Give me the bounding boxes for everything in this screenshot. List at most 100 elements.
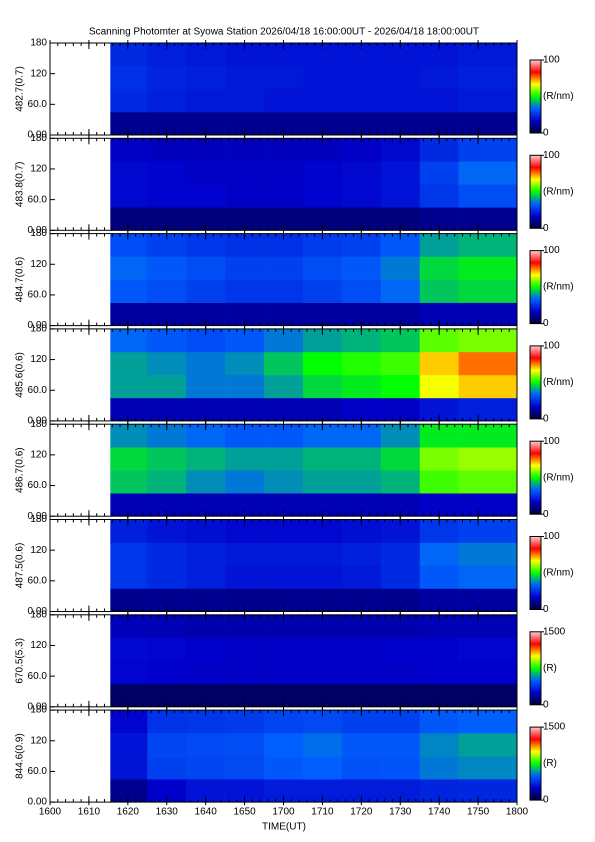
heatmap-cell xyxy=(419,733,459,757)
heatmap-cell xyxy=(341,328,382,353)
heatmap-cell xyxy=(147,424,187,448)
heatmap-cell xyxy=(341,89,382,113)
heatmap-cell xyxy=(458,184,518,208)
heatmap-cell xyxy=(186,256,226,280)
heatmap-cell xyxy=(419,710,459,734)
heatmap-cell xyxy=(186,66,226,90)
heatmap-cell xyxy=(110,89,148,113)
heatmap-cell xyxy=(380,447,421,471)
heatmap-cell xyxy=(419,660,459,685)
heatmap-cell xyxy=(225,89,265,113)
heatmap-cell xyxy=(419,112,459,136)
heatmap-cell xyxy=(302,43,343,67)
heatmap-cell xyxy=(341,43,382,67)
x-tick-label: 1740 xyxy=(428,807,451,818)
y-tick-label: 180 xyxy=(30,705,47,716)
y-tick-label: 0.00 xyxy=(28,130,48,141)
colorbar xyxy=(529,536,542,610)
heatmap-cell xyxy=(419,66,459,90)
heatmap-cell xyxy=(225,207,265,231)
heatmap-cell xyxy=(380,279,421,303)
heatmap-cell xyxy=(419,138,459,162)
heatmap-cell xyxy=(302,756,343,780)
heatmap-cell xyxy=(341,710,382,734)
heatmap-cell xyxy=(264,279,304,303)
colorbar-tick-label: 1500 xyxy=(543,626,566,637)
colorbar-label: (R/nm) xyxy=(543,568,574,579)
heatmap-cell xyxy=(458,683,518,708)
heatmap-cell xyxy=(147,374,187,399)
heatmap-cell xyxy=(458,637,518,662)
heatmap-cell xyxy=(110,614,148,639)
heatmap-cell xyxy=(458,710,518,734)
colorbar-label: (R) xyxy=(543,758,557,769)
colorbar-tick-label: 100 xyxy=(543,55,560,66)
colorbar-label: (R/nm) xyxy=(543,282,574,293)
heatmap-cell xyxy=(380,89,421,113)
heatmap-cell xyxy=(419,447,459,471)
heatmap-cell xyxy=(110,184,148,208)
colorbar-tick-label: 100 xyxy=(543,531,560,542)
heatmap-cell xyxy=(458,779,518,803)
heatmap-cell xyxy=(341,614,382,639)
y-tick-label: 180 xyxy=(30,419,47,430)
heatmap-cell xyxy=(147,565,187,589)
heatmap-cell xyxy=(419,397,459,422)
heatmap-cell xyxy=(419,43,459,67)
heatmap-cell xyxy=(341,161,382,185)
heatmap-cell xyxy=(186,184,226,208)
heatmap-cell xyxy=(302,588,343,612)
heatmap-cell xyxy=(147,447,187,471)
heatmap-cell xyxy=(147,184,187,208)
y-axis-label: 483.8(0.7) xyxy=(15,162,26,208)
y-tick-label: 60.0 xyxy=(28,671,48,682)
y-tick-label: 0.00 xyxy=(28,797,48,808)
y-axis-label: 670.5(5.3) xyxy=(15,638,26,684)
heatmap-cell xyxy=(458,660,518,685)
heatmap-cell xyxy=(341,66,382,90)
heatmap-cell xyxy=(341,683,382,708)
heatmap-cell xyxy=(380,233,421,257)
heatmap-cell xyxy=(458,233,518,257)
heatmap-cell xyxy=(186,565,226,589)
heatmap-cell xyxy=(225,256,265,280)
heatmap-cell xyxy=(380,424,421,448)
heatmap-cell xyxy=(302,351,343,376)
heatmap-cell xyxy=(264,233,304,257)
heatmap-cell xyxy=(147,519,187,543)
heatmap-cell xyxy=(186,447,226,471)
heatmap-cell xyxy=(341,374,382,399)
heatmap-cell xyxy=(302,279,343,303)
y-tick-label: 180 xyxy=(30,514,47,525)
y-tick-label: 120 xyxy=(30,259,47,270)
heatmap-cell xyxy=(380,779,421,803)
heatmap-cell xyxy=(147,112,187,136)
heatmap-cell xyxy=(186,779,226,803)
heatmap-cell xyxy=(341,779,382,803)
y-tick-label: 0.00 xyxy=(28,416,48,427)
colorbar-label: (R/nm) xyxy=(543,472,574,483)
heatmap-cell xyxy=(225,660,265,685)
heatmap-cell xyxy=(110,710,148,734)
heatmap-cell xyxy=(225,66,265,90)
heatmap-cell xyxy=(147,256,187,280)
heatmap-cell xyxy=(380,256,421,280)
heatmap-cell xyxy=(147,328,187,353)
heatmap-cell xyxy=(264,447,304,471)
heatmap-cell xyxy=(341,637,382,662)
heatmap-cell xyxy=(186,328,226,353)
heatmap-cell xyxy=(341,233,382,257)
x-tick-label: 1730 xyxy=(389,807,412,818)
heatmap-cell xyxy=(341,424,382,448)
y-tick-label: 120 xyxy=(30,68,47,79)
heatmap-cell xyxy=(419,614,459,639)
heatmap-cell xyxy=(380,614,421,639)
heatmap-cell xyxy=(186,233,226,257)
heatmap-cell xyxy=(225,779,265,803)
heatmap-cell xyxy=(147,138,187,162)
heatmap-cell xyxy=(147,470,187,494)
colorbar-label: (R) xyxy=(543,663,557,674)
heatmap-cell xyxy=(264,256,304,280)
y-tick-label: 120 xyxy=(30,450,47,461)
y-tick-label: 0.00 xyxy=(28,225,48,236)
